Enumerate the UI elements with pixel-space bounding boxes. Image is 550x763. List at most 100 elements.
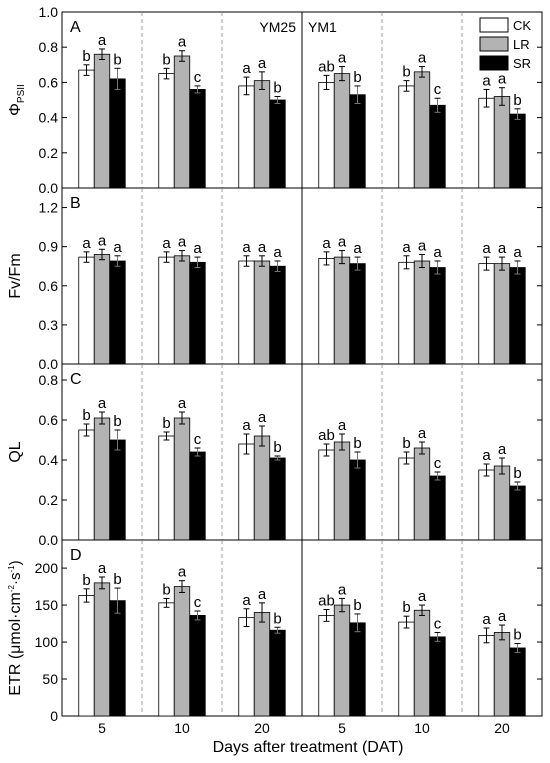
significance-letter: ab (318, 593, 335, 610)
significance-letter: a (418, 588, 427, 605)
bar-LR (253, 260, 271, 365)
bar-LR (173, 586, 191, 717)
bar-CK (398, 261, 415, 365)
significance-letter: b (353, 69, 361, 86)
legend-label: SR (513, 56, 531, 71)
y-axis-title-unit-part: ) (7, 560, 24, 565)
bar-LR (333, 256, 351, 365)
bar-CK (318, 449, 335, 541)
y-tick-label: 0.9 (39, 239, 59, 255)
significance-letter: a (418, 237, 427, 254)
bar-CK (158, 73, 175, 189)
significance-letter: b (273, 439, 281, 456)
bar-SR (429, 267, 446, 365)
bar-CK (158, 602, 175, 717)
bar-SR (429, 636, 446, 717)
significance-letter: a (178, 34, 187, 51)
significance-letter: c (194, 431, 202, 448)
bar-SR (109, 600, 126, 717)
significance-letter: a (338, 581, 347, 598)
x-tick-label: 5 (98, 720, 106, 736)
bar-LR (253, 80, 271, 189)
bar-LR (173, 255, 191, 365)
y-tick-label: 0.8 (39, 39, 59, 55)
bar-LR (493, 263, 511, 365)
bar-CK (78, 256, 95, 365)
significance-letter: c (434, 615, 442, 632)
legend-label: LR (513, 37, 530, 52)
significance-letter: a (242, 239, 251, 256)
significance-letter: ab (318, 427, 335, 444)
bar-CK (478, 469, 495, 541)
significance-letter: a (258, 55, 267, 72)
significance-letter: b (162, 581, 170, 598)
bar-SR (349, 622, 366, 717)
bar-CK (158, 256, 175, 365)
bar-CK (478, 97, 495, 189)
significance-letter: a (482, 447, 491, 464)
y-tick-label: 0.4 (39, 452, 59, 468)
bar-CK (78, 595, 95, 717)
bar-SR (189, 615, 206, 717)
legend-swatch (479, 36, 509, 52)
significance-letter: a (273, 244, 282, 261)
significance-letter: a (498, 71, 507, 88)
bar-SR (189, 89, 206, 189)
significance-letter: b (513, 627, 521, 644)
significance-letter: a (498, 240, 507, 257)
significance-letter: c (434, 455, 442, 472)
y-tick-label: 0 (50, 708, 58, 724)
bar-SR (509, 647, 526, 717)
x-tick-label: 20 (494, 720, 510, 736)
cultivar-label: YM1 (308, 19, 337, 35)
bar-SR (269, 457, 286, 541)
significance-letter: a (258, 239, 267, 256)
y-tick-label: 0.4 (39, 110, 59, 126)
bar-SR (509, 113, 526, 189)
y-tick-label: 0.2 (39, 492, 59, 508)
significance-letter: b (82, 572, 90, 589)
bar-SR (189, 451, 206, 541)
significance-letter: a (402, 239, 411, 256)
significance-letter: a (242, 592, 251, 609)
cultivar-label: YM25 (259, 19, 296, 35)
bar-LR (93, 53, 111, 189)
significance-letter: a (433, 244, 442, 261)
y-tick-label: 1.0 (39, 4, 59, 20)
y-tick-label: 1.2 (39, 200, 59, 216)
bar-SR (269, 99, 286, 189)
bar-LR (493, 465, 511, 541)
significance-letter: a (338, 234, 347, 251)
bar-CK (398, 85, 415, 189)
bar-LR (413, 260, 431, 365)
significance-letter: a (242, 60, 251, 77)
bar-SR (269, 629, 286, 717)
bar-LR (93, 582, 111, 717)
bar-CK (238, 443, 255, 541)
y-axis-title-subscript: PSII (16, 84, 27, 103)
significance-letter: a (338, 50, 347, 67)
significance-letter: a (178, 564, 187, 581)
significance-letter: a (162, 235, 171, 252)
bar-SR (349, 263, 366, 365)
bar-LR (93, 254, 111, 365)
bar-LR (333, 441, 351, 541)
significance-letter: a (178, 395, 187, 412)
y-tick-label: 100 (35, 634, 59, 650)
y-axis-title-unit-part: -2 (7, 584, 16, 592)
significance-letter: a (482, 72, 491, 89)
bar-CK (158, 435, 175, 541)
significance-letter: b (82, 48, 90, 65)
bar-SR (109, 439, 126, 541)
bar-CK (238, 260, 255, 365)
y-axis-title: ΦPSII (7, 84, 27, 116)
bar-CK (478, 634, 495, 717)
bar-LR (333, 604, 351, 717)
panel-letter: B (70, 195, 81, 212)
significance-letter: c (434, 81, 442, 98)
significance-letter: b (113, 571, 121, 588)
significance-letter: b (273, 79, 281, 96)
significance-letter: b (113, 413, 121, 430)
x-tick-label: 20 (254, 720, 270, 736)
y-tick-label: 150 (35, 597, 59, 613)
